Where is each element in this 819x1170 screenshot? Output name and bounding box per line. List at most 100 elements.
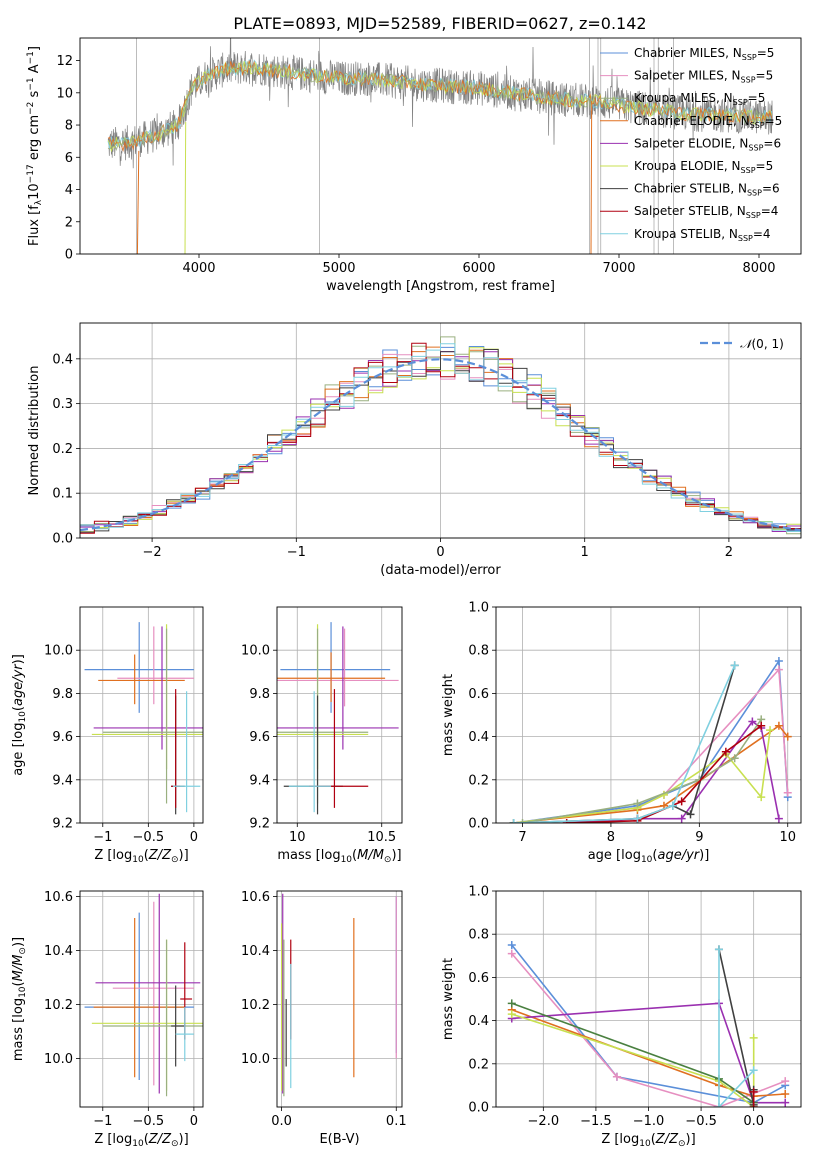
y-tick-label: 10.0	[44, 1052, 73, 1067]
x-tick-label: 5000	[322, 261, 355, 276]
y-tick-label: 0.0	[468, 1101, 489, 1116]
x-tick-label: −1.5	[580, 1114, 612, 1129]
y-tick-label: 9.4	[52, 773, 73, 788]
weight-line	[718, 949, 755, 1105]
x-tick-label: 0	[190, 830, 198, 845]
y-tick-label: 0.4	[52, 352, 73, 367]
model-spectrum	[107, 60, 772, 152]
data-point	[180, 942, 193, 1040]
weight-marker	[677, 797, 686, 806]
massweight_vs_Z-xlabel: Z [log10(Z/Z⊙)]	[601, 1132, 695, 1149]
weight-marker	[721, 747, 730, 756]
massweight_vs_age-xlabel: age [log10(age/yr)]	[588, 848, 710, 865]
y-tick-label: 1.0	[468, 601, 489, 616]
data-point	[112, 901, 194, 1086]
weight-line	[718, 949, 755, 1107]
x-tick-label: 8000	[742, 261, 775, 276]
mass_vs_ebv-frame	[276, 890, 403, 1108]
y-tick-label: 0.0	[52, 532, 73, 547]
weight-marker	[677, 814, 686, 823]
residuals-axes: −2 −1 0 1 2 0.0 0.1 0.2 0.3 0.4	[52, 323, 801, 560]
age_vs_Z-frame	[79, 606, 204, 824]
x-tick-label: −2.0	[528, 1114, 560, 1129]
y-tick-label: 9.6	[249, 730, 270, 745]
data-point	[93, 626, 203, 750]
y-tick-label: 0.8	[468, 928, 489, 943]
weight-line	[511, 944, 786, 1104]
spectrum-axes: 4000 5000 6000 7000 8000 0 2 4 6 8 10 12	[56, 54, 775, 276]
data-point	[277, 652, 386, 703]
y-tick-label: 9.2	[52, 817, 73, 832]
x-tick-label: 6000	[462, 261, 495, 276]
y-tick-label: 10.2	[241, 998, 270, 1013]
weight-marker	[749, 1087, 758, 1096]
weight-marker	[714, 945, 723, 954]
x-tick-label: −0.5	[133, 1114, 165, 1129]
weight-marker	[783, 788, 792, 797]
y-tick-label: 0.2	[52, 442, 73, 457]
y-tick-label: 9.8	[249, 687, 270, 702]
weight-marker	[757, 793, 766, 802]
weight-marker	[730, 754, 739, 763]
legend-label: Salpeter MILES, NSSP=5	[634, 69, 773, 85]
y-tick-label: 0.8	[468, 644, 489, 659]
mass_vs_Z-points	[84, 893, 203, 1097]
weight-marker	[757, 721, 766, 730]
age_vs_mass-frame	[276, 606, 403, 824]
y-tick-label: 0.2	[468, 1057, 489, 1072]
model-edge	[184, 121, 187, 254]
y-tick-label: 0	[65, 248, 73, 263]
mass_vs_ebv-xlabel: E(B-V)	[319, 1132, 359, 1147]
y-tick-label: 10.4	[44, 944, 73, 959]
age_vs_Z-points	[84, 622, 203, 815]
weight-marker	[714, 1103, 723, 1107]
x-tick-label: −1.0	[633, 1114, 665, 1129]
massweight_vs_Z-axes: −2.0 −1.5 −1.0 −0.5 0.0 0.0 0.2 0.4 0.6 0.8 1.0	[468, 885, 801, 1129]
massweight_vs_age-frame	[495, 606, 802, 824]
x-tick-label: 7000	[602, 261, 635, 276]
weight-line	[513, 665, 736, 823]
data-point	[171, 689, 181, 808]
weight-marker	[730, 661, 739, 670]
weight-marker	[774, 665, 783, 674]
y-tick-label: 0.6	[468, 687, 489, 702]
y-tick-label: 2	[65, 215, 73, 230]
data-point	[102, 628, 203, 804]
weight-marker	[509, 819, 518, 823]
data-point	[280, 622, 391, 713]
data-point	[93, 918, 185, 1078]
y-tick-label: 9.8	[52, 687, 73, 702]
x-tick-label: 1	[581, 545, 589, 560]
weight-marker	[507, 999, 516, 1008]
x-tick-label: 0	[436, 545, 444, 560]
weight-line	[522, 718, 762, 823]
y-tick-label: 10	[56, 86, 73, 101]
residuals-xlabel: (data-model)/error	[380, 563, 501, 578]
weight-line	[511, 1002, 786, 1104]
weight-marker	[766, 726, 775, 735]
legend-label: Kroupa STELIB, NSSP=4	[634, 227, 771, 243]
x-tick-label: 10	[289, 830, 306, 845]
legend-label: 𝒩(0, 1)	[740, 337, 784, 351]
y-tick-label: 10.0	[241, 644, 270, 659]
weight-marker	[668, 801, 677, 810]
weight-line	[511, 1013, 755, 1107]
data-point	[84, 622, 194, 713]
model-edge	[590, 100, 593, 254]
x-tick-label: −0.5	[685, 1114, 717, 1129]
weight-marker	[686, 810, 695, 819]
mass_vs_ebv-points	[280, 893, 397, 1097]
y-tick-label: 0.4	[468, 730, 489, 745]
y-tick-label: 10.0	[241, 1052, 270, 1067]
x-tick-label: 0	[190, 1114, 198, 1129]
y-tick-label: 10.4	[241, 944, 270, 959]
residual-legend: 𝒩(0, 1)	[700, 337, 784, 351]
weight-marker	[774, 721, 783, 730]
spectrum-legend: Chabrier MILES, NSSP=5 Salpeter MILES, NS…	[600, 46, 782, 243]
y-tick-label: 8	[65, 119, 73, 134]
data-point	[277, 624, 369, 769]
residual-histogram	[80, 343, 801, 532]
data-point	[277, 626, 399, 750]
massweight_vs_Z-series	[507, 941, 790, 1107]
